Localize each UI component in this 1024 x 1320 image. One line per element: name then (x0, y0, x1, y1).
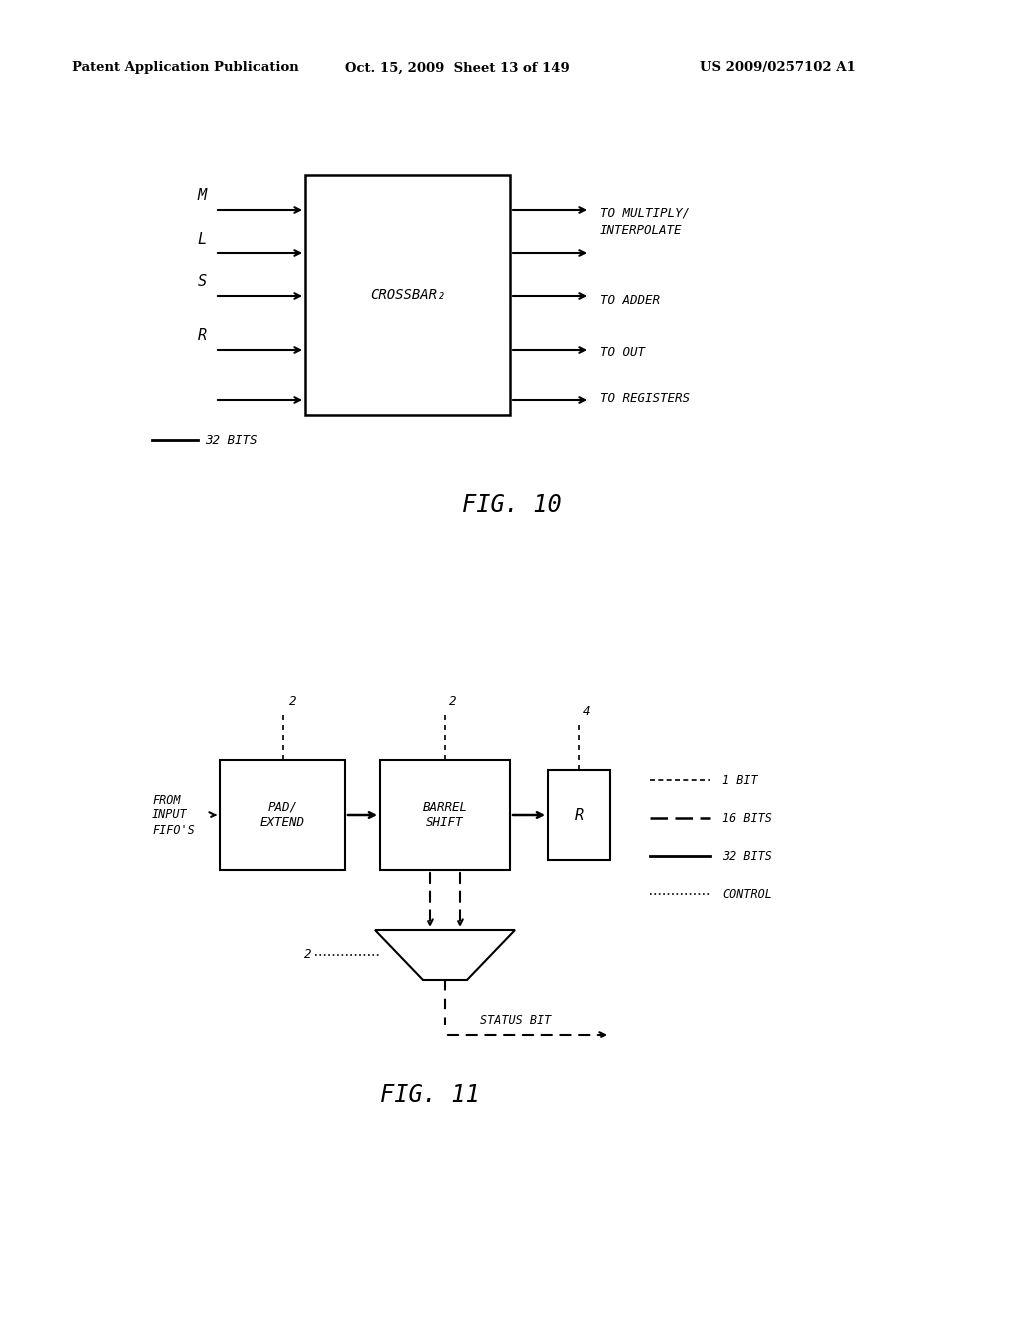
Text: L: L (198, 231, 207, 247)
Text: 32 BITS: 32 BITS (722, 850, 772, 862)
Text: 2: 2 (303, 949, 311, 961)
Text: 16 BITS: 16 BITS (722, 812, 772, 825)
Text: BARREL
SHIFT: BARREL SHIFT (423, 801, 468, 829)
Polygon shape (375, 931, 515, 979)
Text: 2: 2 (289, 696, 296, 708)
Text: STATUS BIT: STATUS BIT (480, 1014, 551, 1027)
Text: Patent Application Publication: Patent Application Publication (72, 62, 299, 74)
Text: S: S (198, 275, 207, 289)
Text: TO OUT: TO OUT (600, 346, 645, 359)
Bar (380, 760, 510, 870)
Text: 2: 2 (449, 696, 457, 708)
Text: 1 BIT: 1 BIT (722, 774, 758, 787)
Text: CONTROL: CONTROL (722, 887, 772, 900)
Text: 4: 4 (583, 705, 591, 718)
Text: Oct. 15, 2009  Sheet 13 of 149: Oct. 15, 2009 Sheet 13 of 149 (345, 62, 569, 74)
Text: 32 BITS: 32 BITS (205, 433, 257, 446)
Text: FIG. 11: FIG. 11 (380, 1082, 480, 1107)
Text: CROSSBAR₂: CROSSBAR₂ (370, 288, 445, 302)
Text: PAD/
EXTEND: PAD/ EXTEND (260, 801, 305, 829)
Bar (548, 770, 610, 861)
Text: M: M (198, 189, 207, 203)
Text: FIG. 10: FIG. 10 (462, 492, 562, 517)
Text: TO REGISTERS: TO REGISTERS (600, 392, 690, 404)
Bar (305, 176, 510, 414)
Text: US 2009/0257102 A1: US 2009/0257102 A1 (700, 62, 856, 74)
Text: TO MULTIPLY/
INTERPOLATE: TO MULTIPLY/ INTERPOLATE (600, 207, 690, 238)
Text: R: R (198, 329, 207, 343)
Text: R: R (574, 808, 584, 822)
Bar (220, 760, 345, 870)
Text: FROM
INPUT
FIFO'S: FROM INPUT FIFO'S (152, 793, 195, 837)
Text: TO ADDER: TO ADDER (600, 293, 660, 306)
